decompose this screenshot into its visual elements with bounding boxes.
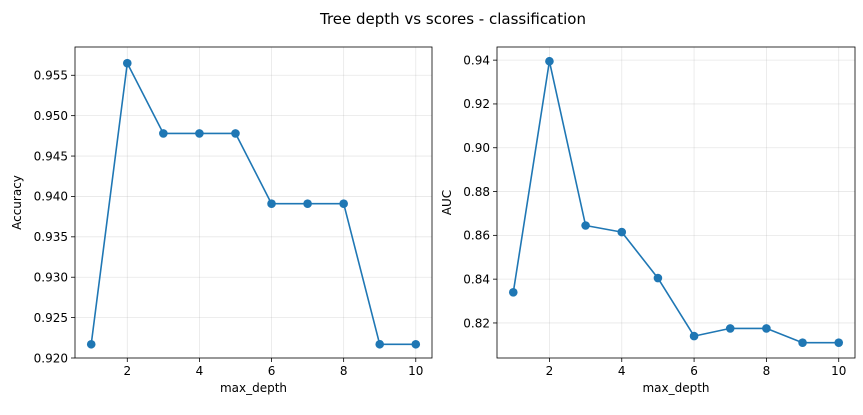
figure-title: Tree depth vs scores - classification — [319, 10, 586, 28]
x-tick-label: 2 — [546, 364, 554, 378]
x-tick-label: 2 — [123, 364, 131, 378]
data-point — [411, 339, 421, 349]
x-tick-label: 8 — [340, 364, 348, 378]
y-tick-label: 0.955 — [34, 69, 68, 83]
y-tick-label: 0.94 — [463, 53, 490, 67]
y-tick-label: 0.88 — [463, 185, 490, 199]
auc-subplot: 2 4 6 8 10 0.82 0.84 0.86 0.88 0.90 0.92 0.94 max_de… — [440, 46, 856, 395]
x-tick-label: 6 — [690, 364, 698, 378]
data-point — [798, 338, 807, 347]
x-tick-label: 10 — [408, 364, 423, 378]
data-point — [339, 199, 348, 209]
axes-frame — [496, 46, 856, 359]
data-point — [231, 129, 240, 138]
x-tick-label: 8 — [763, 364, 771, 378]
data-point — [508, 287, 518, 297]
series-line — [90, 62, 416, 346]
y-tick-label: 0.930 — [34, 271, 68, 285]
x-axis-label: max_depth — [220, 381, 287, 395]
y-tick-label: 0.940 — [34, 190, 68, 204]
data-point — [375, 339, 385, 349]
y-tick-label: 0.945 — [34, 149, 68, 163]
y-tick-label: 0.950 — [34, 109, 68, 123]
data-point — [834, 338, 844, 347]
x-tick-label: 10 — [831, 364, 846, 378]
y-tick-label: 0.925 — [34, 311, 68, 325]
y-axis-label: Accuracy — [10, 175, 24, 230]
y-tick-label: 0.90 — [463, 141, 490, 155]
data-point — [86, 339, 96, 349]
data-point — [653, 273, 663, 283]
data-point — [689, 331, 699, 341]
data-point — [617, 227, 627, 237]
y-axis-label: AUC — [440, 190, 454, 215]
data-point — [581, 221, 590, 230]
data-point — [267, 199, 276, 209]
y-tick-label: 0.84 — [463, 272, 490, 286]
x-tick-label: 6 — [268, 364, 276, 378]
accuracy-subplot: 2 4 6 8 10 0.920 0.925 0.930 0.935 0.940 0.945 0.95… — [10, 46, 433, 395]
x-axis-label: max_depth — [642, 381, 709, 395]
y-tick-label: 0.920 — [34, 351, 68, 365]
data-point — [762, 324, 771, 333]
data-point — [725, 324, 735, 333]
axes-frame — [74, 46, 433, 359]
data-point — [159, 129, 168, 138]
data-point — [195, 129, 204, 138]
y-tick-label: 0.82 — [463, 316, 490, 330]
y-tick-label: 0.92 — [463, 97, 490, 111]
y-tick-label: 0.935 — [34, 230, 68, 244]
data-point — [303, 199, 312, 209]
x-tick-label: 4 — [618, 364, 626, 378]
data-point — [122, 58, 132, 68]
y-tick-label: 0.86 — [463, 229, 490, 243]
data-point — [545, 56, 554, 66]
series-line — [512, 60, 839, 344]
x-tick-label: 4 — [196, 364, 204, 378]
